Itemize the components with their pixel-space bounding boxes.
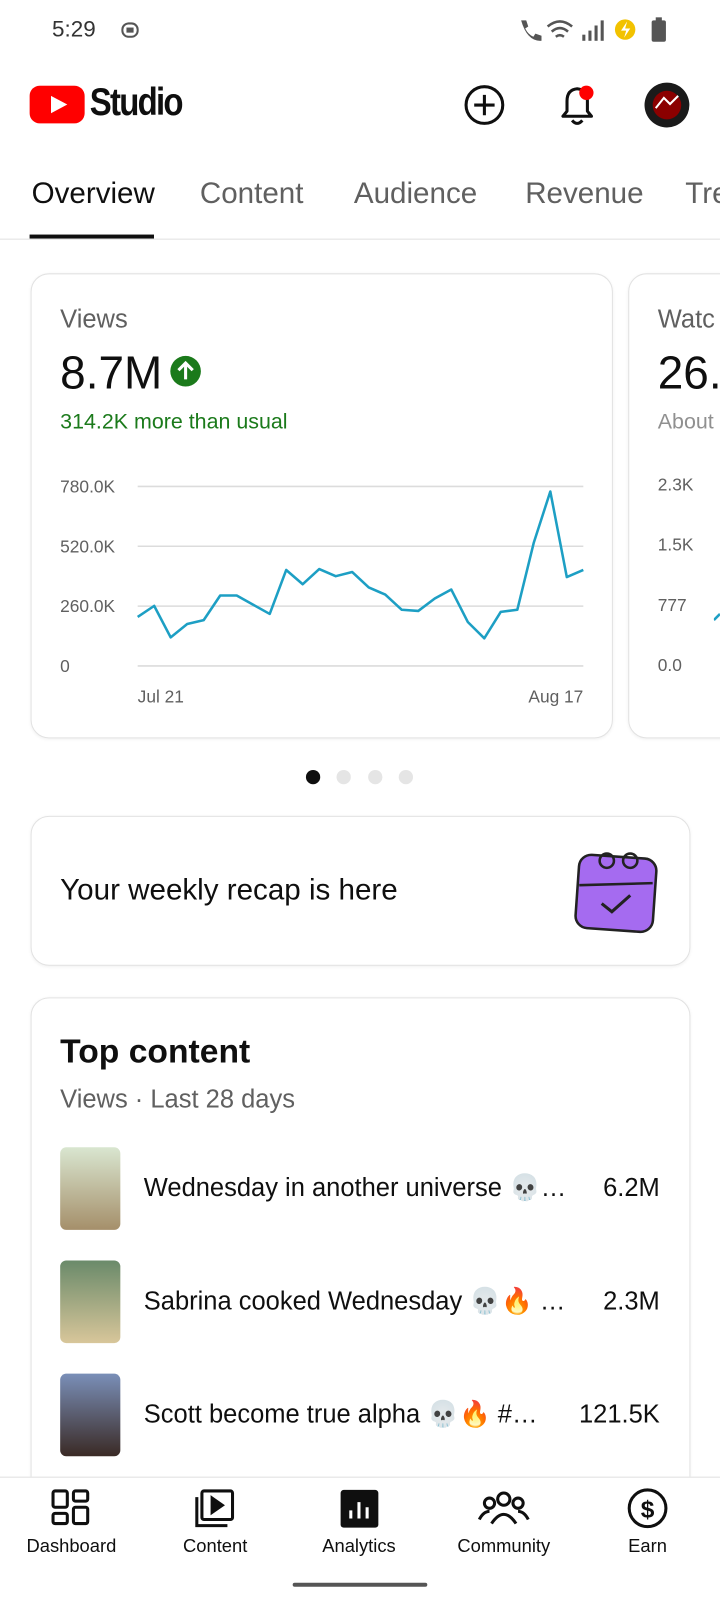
x-tick-label: Aug 17 — [528, 687, 583, 707]
nav-label[interactable]: Dashboard — [26, 1535, 117, 1557]
pagination — [305, 769, 414, 785]
recap-icon — [574, 852, 658, 934]
watch-time-card[interactable] — [628, 273, 720, 739]
recap-text: Your weekly recap is here — [60, 873, 398, 907]
thumbnail[interactable] — [60, 1373, 121, 1457]
views-card[interactable] — [30, 273, 613, 739]
up-icon — [170, 355, 201, 387]
video-title[interactable]: Wednesday in another universe 💀… — [143, 1173, 567, 1203]
status-icon — [121, 22, 139, 38]
metric-label: Views — [60, 304, 128, 334]
metric-label: Watc — [657, 304, 715, 334]
y-tick-label: 2.3K — [657, 475, 694, 495]
youtube-logo — [29, 85, 85, 124]
y-tick-label: 1.5K — [657, 535, 694, 555]
tab-indicator — [29, 234, 154, 239]
tab[interactable]: Content — [199, 177, 304, 211]
metric-delta: 314.2K more than usual — [60, 409, 288, 434]
nav-label[interactable]: Earn — [628, 1535, 667, 1557]
create-button[interactable] — [463, 84, 506, 127]
next-line — [713, 613, 720, 621]
video-title[interactable]: Scott become true alpha 💀🔥 #… — [143, 1400, 538, 1429]
y-tick-label: 0 — [60, 656, 70, 676]
home-indicator — [292, 1582, 428, 1587]
tab[interactable]: Tre — [685, 177, 720, 211]
tab[interactable]: Overview — [31, 177, 155, 211]
metric-value: 26. — [657, 346, 720, 399]
y-tick-label: 260.0K — [60, 596, 115, 616]
nav-label[interactable]: Content — [183, 1535, 248, 1557]
status-time: 5:29 — [52, 16, 96, 42]
notifications-button[interactable] — [555, 82, 600, 129]
divider — [0, 238, 720, 240]
y-tick-label: 780.0K — [60, 477, 115, 497]
video-views: 121.5K — [578, 1400, 660, 1429]
nav-icons: $ — [51, 1488, 668, 1529]
y-tick-label: 777 — [657, 595, 687, 615]
views-chart: 0 260.0K 520.0K 780.0K Jul 21 Aug 17 — [60, 477, 584, 707]
x-tick-label: Jul 21 — [138, 687, 184, 707]
section-title: Top content — [60, 1032, 251, 1070]
y-tick-label: 0.0 — [657, 655, 682, 676]
nav-label[interactable]: Analytics — [322, 1535, 396, 1557]
thumbnail[interactable] — [60, 1260, 121, 1344]
avatar[interactable] — [643, 82, 690, 129]
video-views: 2.3M — [603, 1286, 660, 1316]
metric-value: 8.7M — [60, 346, 163, 399]
y-tick-label: 520.0K — [60, 536, 115, 556]
app-title: Studio — [89, 81, 184, 125]
status-icons — [521, 17, 666, 42]
video-views: 6.2M — [603, 1173, 660, 1203]
tab[interactable]: Revenue — [525, 177, 644, 211]
svg-text:$: $ — [641, 1496, 655, 1523]
line — [136, 490, 584, 640]
nav-label[interactable]: Community — [457, 1535, 551, 1557]
tab[interactable]: Audience — [353, 177, 478, 211]
metric-delta: About — [657, 409, 714, 434]
video-title[interactable]: Sabrina cooked Wednesday 💀🔥 … — [143, 1286, 566, 1316]
thumbnail[interactable] — [60, 1147, 121, 1230]
section-subtitle: Views · Last 28 days — [60, 1085, 295, 1114]
